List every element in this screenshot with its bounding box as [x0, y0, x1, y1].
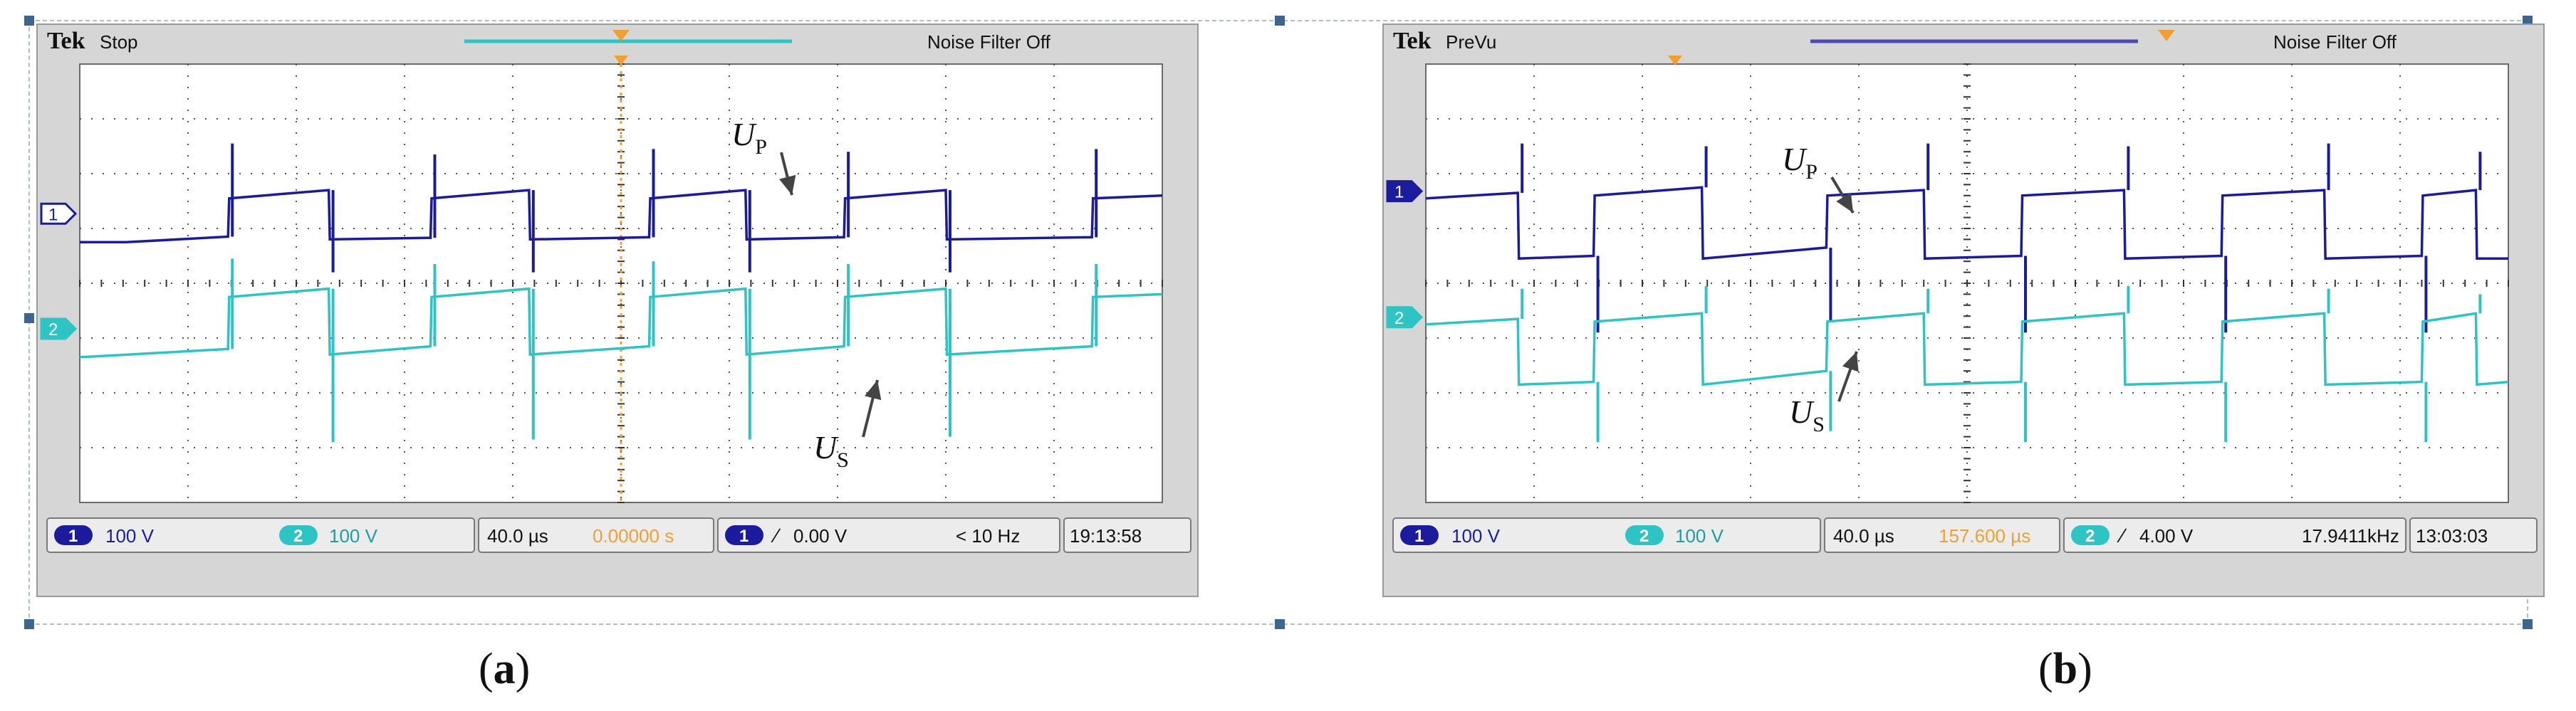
acquisition-status: Stop	[100, 31, 138, 53]
expansion-point-icon[interactable]	[614, 56, 628, 65]
trace-up	[80, 143, 1163, 273]
channel-2-marker[interactable]: 2	[1386, 306, 1424, 329]
annotation-label: UP	[731, 116, 767, 159]
timebase-box[interactable]	[1824, 517, 2060, 553]
badge-shape	[279, 525, 318, 545]
annotation-us: US	[813, 379, 882, 472]
annotation-up: UP	[731, 116, 796, 196]
badge-shape	[1400, 525, 1439, 545]
marker-shape	[40, 317, 78, 340]
center-axes	[1425, 63, 2509, 503]
trigger-box[interactable]	[2063, 517, 2406, 553]
channel-1-marker[interactable]: 1	[40, 202, 78, 225]
trigger-level: 4.00 V	[2139, 525, 2194, 547]
ch1-badge: 1	[54, 525, 93, 546]
badge-number: 2	[293, 527, 303, 546]
timebase-value: 40.0 µs	[1833, 525, 1894, 547]
marker-shape	[1386, 306, 1424, 329]
trigger-position-icon[interactable]	[2158, 30, 2175, 41]
arrowhead-icon	[779, 174, 796, 195]
trigger-box[interactable]	[717, 517, 1060, 553]
brand-logo: Tek	[1393, 28, 1432, 54]
oscilloscope-panel-b: Tek PreVu Noise Filter Off 1 2 UP US 1 100 V 2 100…	[1382, 23, 2545, 597]
clock-time: 19:13:58	[1070, 525, 1142, 547]
trigger-frequency: 17.9411kHz	[2302, 525, 2399, 547]
scope-svg: Tek Stop Noise Filter Off 1 2 UP US 1 100 V 2 100 …	[36, 23, 1199, 597]
trace-line	[79, 287, 1163, 359]
resize-handle-bottom-mid[interactable]	[1275, 619, 1285, 629]
grid	[1426, 64, 2508, 502]
ch1-scale: 100 V	[105, 525, 155, 547]
badge-shape	[725, 525, 763, 545]
timebase-box[interactable]	[478, 517, 714, 553]
resize-handle-bottom-right[interactable]	[2523, 619, 2533, 629]
trigger-position-icon[interactable]	[612, 30, 630, 41]
trace-us	[79, 258, 1163, 443]
trace-line	[80, 189, 1163, 244]
badge-number: 1	[739, 527, 749, 546]
trace-line	[1425, 312, 2509, 386]
badge-number: 2	[1639, 527, 1649, 546]
trigger-source-badge: 1	[725, 525, 763, 546]
ch2-badge: 2	[279, 525, 318, 546]
caption-letter: b	[2053, 645, 2078, 693]
caption-b: (b)	[2038, 645, 2092, 693]
ch1-scale: 100 V	[1451, 525, 1501, 547]
arrowhead-icon	[865, 380, 882, 401]
marker-shape	[40, 202, 78, 225]
arrowhead-icon	[1836, 192, 1853, 213]
ch2-scale: 100 V	[329, 525, 378, 547]
channel-scale-box[interactable]	[1392, 517, 1821, 553]
marker-shape	[1386, 180, 1424, 203]
noise-filter-status: Noise Filter Off	[927, 31, 1051, 53]
annotation-label: US	[813, 429, 849, 472]
marker-number: 2	[1394, 309, 1404, 328]
acquisition-status: PreVu	[1446, 31, 1496, 53]
resize-handle-left-mid[interactable]	[24, 313, 34, 323]
trigger-source-badge: 2	[2071, 525, 2110, 546]
marker-number: 1	[1394, 183, 1404, 202]
oscilloscope-panel-a: Tek Stop Noise Filter Off 1 2 UP US 1 100 V 2 100 …	[36, 23, 1199, 597]
annotation-us: US	[1789, 351, 1859, 436]
caption-letter: a	[493, 645, 516, 693]
trace-up	[1425, 143, 2508, 333]
caption-a: (a)	[479, 645, 531, 693]
channel-2-marker[interactable]: 2	[40, 317, 78, 340]
noise-filter-status: Noise Filter Off	[2273, 31, 2397, 53]
scope-svg: Tek PreVu Noise Filter Off 1 2 UP US 1 100 V 2 100…	[1382, 23, 2545, 597]
expansion-point-icon[interactable]	[1668, 56, 1682, 65]
arrowhead-icon	[1842, 352, 1859, 372]
clock-time: 13:03:03	[2416, 525, 2488, 547]
clock-box[interactable]	[1063, 517, 1191, 553]
ch1-badge: 1	[1400, 525, 1439, 546]
ch2-badge: 2	[1625, 525, 1664, 546]
delay-value: 0.00000 s	[593, 525, 674, 547]
annotation-up: UP	[1782, 141, 1855, 214]
brand-logo: Tek	[47, 28, 85, 54]
trigger-level: 0.00 V	[793, 525, 848, 547]
trigger-frequency: < 10 Hz	[956, 525, 1020, 547]
channel-1-marker[interactable]: 1	[1386, 180, 1424, 203]
clock-box[interactable]	[2409, 517, 2538, 553]
resize-handle-top-left[interactable]	[24, 16, 34, 26]
badge-shape	[2071, 525, 2110, 545]
ch2-scale: 100 V	[1675, 525, 1724, 547]
badge-number: 1	[1414, 527, 1424, 546]
channel-scale-box[interactable]	[46, 517, 475, 553]
badge-number: 1	[68, 527, 78, 546]
badge-number: 2	[2085, 527, 2095, 546]
delay-value: 157.600 µs	[1939, 525, 2030, 547]
resize-handle-top-right[interactable]	[2523, 16, 2533, 26]
marker-number: 1	[48, 205, 58, 224]
trace-line	[1425, 186, 2508, 260]
resize-handle-bottom-left[interactable]	[24, 619, 34, 629]
marker-number: 2	[48, 320, 58, 339]
annotation-label: US	[1789, 394, 1825, 436]
timebase-value: 40.0 µs	[487, 525, 548, 547]
badge-shape	[1625, 525, 1664, 545]
badge-shape	[54, 525, 93, 545]
resize-handle-top-mid[interactable]	[1275, 16, 1285, 26]
trace-us	[1425, 285, 2509, 443]
annotation-label: UP	[1782, 141, 1818, 184]
